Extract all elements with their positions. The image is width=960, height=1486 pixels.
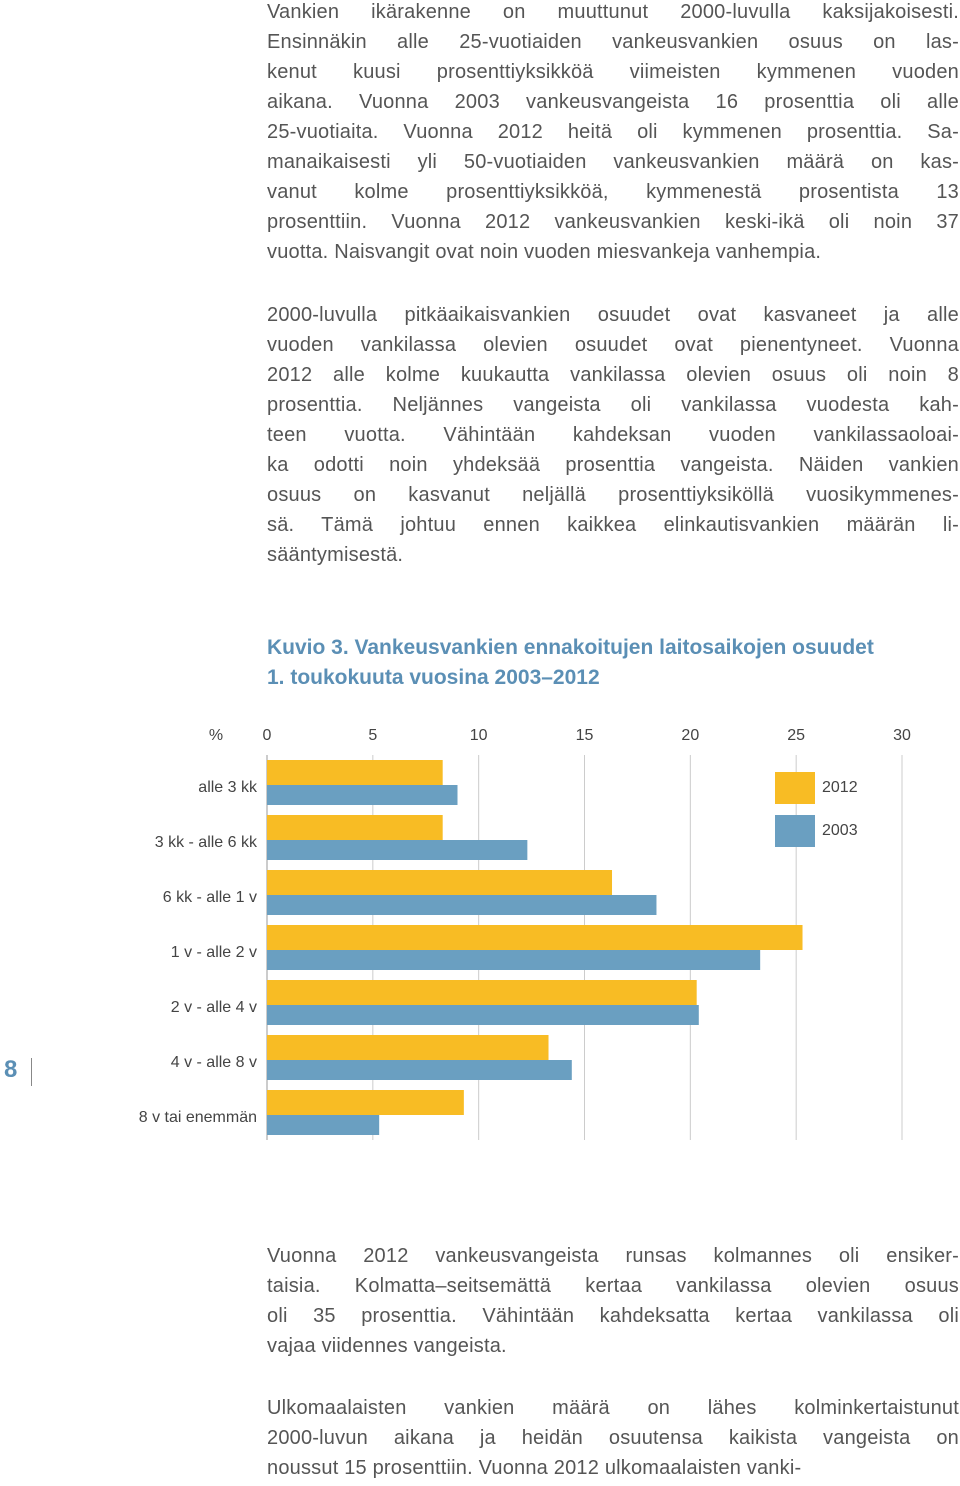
x-tick-label: 15 — [576, 727, 594, 744]
bar — [267, 950, 761, 970]
figure-title: Kuvio 3. Vankeusvankien ennakoitujen lai… — [267, 636, 874, 659]
text-line: 2012 alle kolme kuukautta vankilassa ole… — [267, 364, 959, 386]
text-line: aikana. Vuonna 2003 vankeusvangeista 16 … — [267, 91, 959, 113]
chart: % 0 5 10 15 20 25 30 alle 3 kk 3 kk - alle 6 kk 6 … — [139, 727, 911, 1140]
y-tick-label: 8 v tai enemmän — [139, 1109, 257, 1126]
bar — [267, 815, 443, 840]
text-line: teen vuotta. Vähintään kahdeksan vuoden … — [267, 424, 959, 446]
text-line: prosenttia. Neljännes vangeista oli vank… — [267, 394, 959, 416]
text-line: oli 35 prosenttia. Vähintään kahdeksatta… — [267, 1305, 959, 1327]
text-line: taisia. Kolmatta–seitsemättä kertaa vank… — [267, 1275, 959, 1297]
text-line: Vankien ikärakenne on muuttunut 2000-luv… — [267, 1, 959, 23]
legend-label: 2003 — [822, 822, 858, 839]
x-tick-label: 20 — [681, 727, 699, 744]
text-line: vajaa viidennes vangeista. — [267, 1335, 507, 1357]
page-number: 8 — [4, 1056, 18, 1083]
bar — [267, 870, 613, 895]
legend-label: 2012 — [822, 779, 858, 796]
x-tick-label: 10 — [470, 727, 488, 744]
bar — [267, 980, 697, 1005]
y-tick-label: 4 v - alle 8 v — [171, 1054, 257, 1071]
bar — [267, 840, 528, 860]
x-tick-label: 5 — [368, 727, 377, 744]
text-line: noussut 15 prosenttiin. Vuonna 2012 ulko… — [267, 1457, 802, 1479]
text-line: kenut kuusi prosenttiyksikköä viimeisten… — [267, 61, 959, 83]
bar — [267, 925, 803, 950]
bar — [267, 1035, 549, 1060]
text-line: Vuonna 2012 vankeusvangeista runsas kolm… — [267, 1245, 959, 1267]
text-line: 2000-luvun aikana ja heidän osuutensa ka… — [267, 1427, 959, 1449]
text-line: manaikaisesti yli 50-vuotiaiden vankeusv… — [267, 151, 959, 173]
y-tick-label: alle 3 kk — [198, 779, 258, 796]
x-tick-label: 25 — [787, 727, 805, 744]
bar — [267, 1115, 380, 1135]
bar — [267, 895, 657, 915]
y-tick-label: 3 kk - alle 6 kk — [155, 834, 258, 851]
bar — [267, 1090, 464, 1115]
legend-swatch — [775, 772, 815, 804]
bar — [267, 1060, 572, 1080]
x-tick-label: 0 — [263, 727, 272, 744]
figure-title: 1. toukokuuta vuosina 2003–2012 — [267, 666, 600, 689]
text-line: vanut kolme prosenttiyksikköä, kymmenest… — [267, 181, 959, 203]
text-line: sä. Tämä johtuu ennen kaikkea elinkautis… — [267, 514, 959, 536]
text-line: prosenttiin. Vuonna 2012 vankeusvankien … — [267, 211, 959, 233]
y-tick-label: 2 v - alle 4 v — [171, 999, 257, 1016]
text-line: sääntymisestä. — [267, 544, 404, 566]
bar — [267, 760, 443, 785]
text-line: 25-vuotiaita. Vuonna 2012 heitä oli kymm… — [267, 121, 959, 143]
text-line: Ensinnäkin alle 25-vuotiaiden vankeusvan… — [267, 31, 959, 53]
x-tick-label: 30 — [893, 727, 911, 744]
y-tick-label: 1 v - alle 2 v — [171, 944, 257, 961]
bar — [267, 1005, 699, 1025]
text-line: ka odotti noin yhdeksää prosenttia vange… — [267, 454, 959, 476]
text-line: osuus on kasvanut neljällä prosenttiyksi… — [267, 484, 959, 506]
text-line: Ulkomaalaisten vankien määrä on lähes ko… — [267, 1397, 959, 1419]
text-line: 2000-luvulla pitkäaikaisvankien osuudet … — [267, 304, 959, 326]
y-tick-label: 6 kk - alle 1 v — [163, 889, 257, 906]
text-line: vuoden vankilassa olevien osuudet ovat p… — [267, 334, 959, 356]
bar — [267, 785, 458, 805]
text-line: vuotta. Naisvangit ovat noin vuoden mies… — [267, 241, 822, 263]
axis-unit: % — [209, 727, 223, 744]
legend-swatch — [775, 815, 815, 847]
page-number-rule — [31, 1058, 32, 1086]
